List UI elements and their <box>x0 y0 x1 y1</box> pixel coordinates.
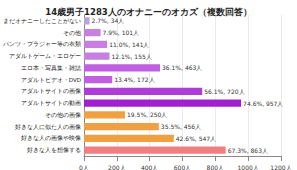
svg-text:74.6%, 957人: 74.6%, 957人 <box>243 100 283 107</box>
svg-text:400人: 400人 <box>141 164 158 170</box>
svg-text:11.0%, 141人: 11.0%, 141人 <box>109 41 149 48</box>
svg-text:36.1%, 463人: 36.1%, 463人 <box>162 64 202 71</box>
svg-text:67.3%, 863人: 67.3%, 863人 <box>228 147 268 154</box>
svg-text:アダルトサイトの画像: アダルトサイトの画像 <box>21 88 81 94</box>
svg-text:1000人: 1000人 <box>238 164 259 170</box>
svg-text:200人: 200人 <box>108 164 125 170</box>
svg-text:42.6%, 547人: 42.6%, 547人 <box>176 135 216 142</box>
svg-text:アダルトサイトの動画: アダルトサイトの動画 <box>21 100 81 106</box>
svg-text:1200人: 1200人 <box>270 164 291 170</box>
svg-text:13.4%, 172人: 13.4%, 172人 <box>114 76 154 83</box>
svg-text:エロ本・写真集・雑誌: エロ本・写真集・雑誌 <box>21 65 81 71</box>
svg-text:アダルトビデオ・DVD: アダルトビデオ・DVD <box>21 77 81 83</box>
svg-text:56.1%, 720人: 56.1%, 720人 <box>204 88 244 95</box>
svg-text:好きな人に似た人の画像: 好きな人に似た人の画像 <box>15 124 81 131</box>
svg-text:35.5%, 456人: 35.5%, 456人 <box>161 123 201 130</box>
svg-text:7.9%, 101人: 7.9%, 101人 <box>103 29 140 36</box>
svg-text:好きな人を想像する: 好きな人を想像する <box>27 147 81 154</box>
svg-text:パンツ・ブラジャー等の衣類: パンツ・ブラジャー等の衣類 <box>2 40 81 47</box>
svg-text:800人: 800人 <box>207 164 224 170</box>
svg-text:14歳男子1283人のオナニーのオカズ（複数回答）: 14歳男子1283人のオナニーのオカズ（複数回答） <box>45 7 252 17</box>
svg-text:その他: その他 <box>63 30 81 37</box>
svg-text:2.7%, 34人: 2.7%, 34人 <box>92 17 125 24</box>
svg-text:600人: 600人 <box>174 164 191 170</box>
svg-text:その他の画像: その他の画像 <box>45 112 81 119</box>
svg-text:アダルトゲーム・エロゲー: アダルトゲーム・エロゲー <box>9 53 81 59</box>
svg-text:好きな人の画像や映像: 好きな人の画像や映像 <box>21 135 81 142</box>
svg-text:19.5%, 250人: 19.5%, 250人 <box>127 111 167 118</box>
svg-text:12.1%, 155人: 12.1%, 155人 <box>111 53 151 60</box>
svg-text:0人: 0人 <box>79 164 89 170</box>
svg-text:まだオナニーしたことがない: まだオナニーしたことがない <box>3 18 81 25</box>
